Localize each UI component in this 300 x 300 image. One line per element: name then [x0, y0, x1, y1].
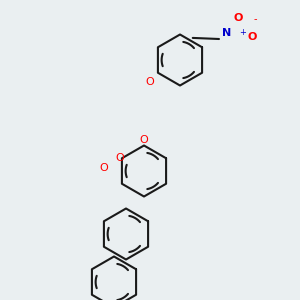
Text: O: O [115, 153, 124, 163]
Text: O: O [234, 13, 243, 23]
Text: O: O [146, 77, 154, 87]
Text: -: - [253, 14, 257, 25]
Text: O: O [99, 163, 108, 173]
Text: N: N [222, 28, 231, 38]
Text: O: O [139, 135, 148, 145]
Text: +: + [240, 28, 246, 38]
Text: O: O [247, 32, 257, 43]
